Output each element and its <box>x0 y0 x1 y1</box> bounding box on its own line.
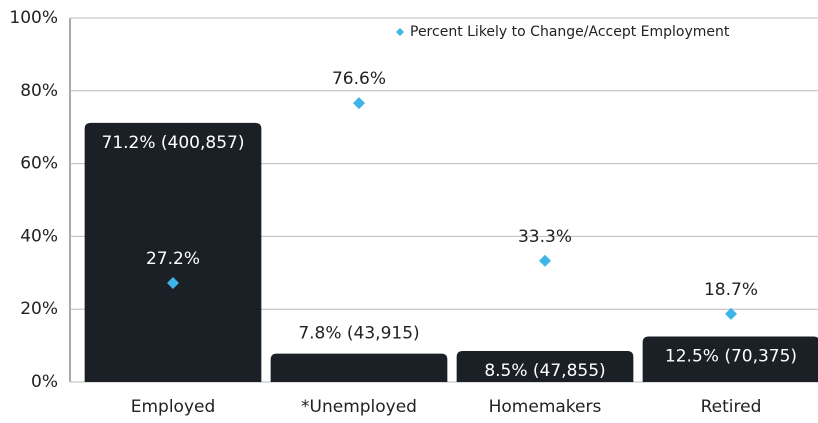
marker-label: 76.6% <box>332 69 386 89</box>
y-tick-label: 100% <box>9 8 58 28</box>
y-tick-label: 80% <box>20 81 58 101</box>
bar-label: 71.2% (400,857) <box>102 133 245 153</box>
marker-label: 33.3% <box>518 227 572 247</box>
marker-label: 27.2% <box>146 249 200 269</box>
y-tick-label: 60% <box>20 154 58 174</box>
marker-label: 18.7% <box>704 280 758 300</box>
marker <box>353 97 365 110</box>
y-tick-label: 40% <box>20 226 58 246</box>
x-tick-label: *Unemployed <box>301 397 417 417</box>
bar <box>84 122 262 382</box>
marker <box>725 307 737 320</box>
legend-text: Percent Likely to Change/Accept Employme… <box>410 24 730 40</box>
y-tick-label: 20% <box>20 299 58 319</box>
bar <box>270 353 448 382</box>
bar <box>456 351 634 382</box>
marker <box>167 276 179 289</box>
bar <box>642 336 818 382</box>
x-tick-label: Homemakers <box>489 397 602 417</box>
bar-label: 12.5% (70,375) <box>665 347 797 367</box>
x-tick-label: Retired <box>701 397 762 417</box>
bar-label: 7.8% (43,915) <box>298 324 419 344</box>
bar-label: 8.5% (47,855) <box>484 361 605 381</box>
y-tick-label: 0% <box>31 372 58 392</box>
marker <box>539 254 551 267</box>
legend-marker <box>396 28 404 36</box>
x-tick-label: Employed <box>131 397 216 417</box>
